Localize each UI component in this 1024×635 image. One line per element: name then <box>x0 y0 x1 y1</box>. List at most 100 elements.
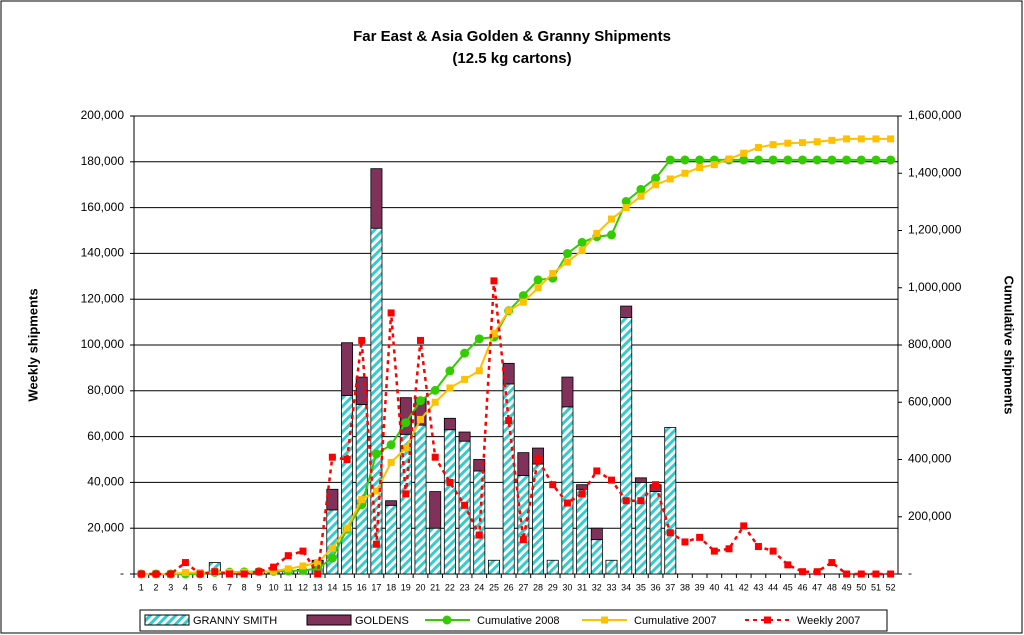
x-tick-label: 46 <box>797 582 807 592</box>
marker <box>828 136 836 144</box>
marker <box>696 164 704 172</box>
y2-tick-label: 1,000,000 <box>908 280 962 294</box>
marker <box>460 348 470 358</box>
marker <box>563 499 571 507</box>
bar <box>561 406 574 575</box>
bar <box>429 527 442 575</box>
marker <box>563 258 571 266</box>
marker <box>813 138 821 146</box>
y-axis-title: Weekly shipments <box>25 288 40 401</box>
marker <box>769 547 777 555</box>
marker <box>328 544 336 552</box>
marker <box>652 481 660 489</box>
marker <box>181 569 189 577</box>
x-tick-label: 29 <box>548 582 558 592</box>
legend-label: GRANNY SMITH <box>193 615 277 627</box>
marker <box>754 543 762 551</box>
marker <box>637 192 645 200</box>
bar <box>502 383 515 575</box>
marker <box>255 568 263 576</box>
y2-tick-label: 1,200,000 <box>908 223 962 237</box>
marker <box>578 490 586 498</box>
y-tick-label: 100,000 <box>81 337 125 351</box>
line <box>141 137 891 575</box>
x-tick-label: 20 <box>415 582 425 592</box>
x-tick-label: 7 <box>227 582 232 592</box>
x-tick-label: 22 <box>445 582 455 592</box>
marker <box>680 155 690 165</box>
marker <box>328 453 336 461</box>
marker <box>696 533 704 541</box>
x-tick-label: 50 <box>856 582 866 592</box>
y-tick-label: 60,000 <box>87 429 124 443</box>
bar <box>326 488 339 511</box>
x-tick-label: 47 <box>812 582 822 592</box>
bar <box>605 559 618 575</box>
marker <box>827 155 837 165</box>
marker <box>593 467 601 475</box>
marker <box>608 215 615 223</box>
x-tick-label: 17 <box>371 582 381 592</box>
y2-tick-label: 600,000 <box>908 394 952 408</box>
marker <box>549 269 557 277</box>
y2-tick-label: - <box>908 566 912 580</box>
legend-label: GOLDENS <box>355 615 409 627</box>
x-tick-label: 51 <box>871 582 881 592</box>
legend-label: Cumulative 2008 <box>477 615 560 627</box>
marker <box>211 568 219 576</box>
marker <box>358 496 366 504</box>
marker <box>887 135 895 143</box>
y-tick-label: - <box>120 566 124 580</box>
x-tick-label: 13 <box>313 582 323 592</box>
marker <box>769 141 777 149</box>
x-tick-label: 21 <box>430 582 440 592</box>
marker <box>666 175 674 183</box>
y2-tick-label: 400,000 <box>908 452 952 466</box>
marker <box>299 547 307 555</box>
y-tick-label: 180,000 <box>81 154 125 168</box>
marker <box>358 336 366 344</box>
marker <box>505 417 513 425</box>
bar <box>341 394 354 575</box>
marker <box>461 501 469 509</box>
marker <box>226 570 233 578</box>
marker <box>652 181 660 189</box>
marker <box>474 334 484 344</box>
y2-tick-label: 200,000 <box>908 509 952 523</box>
x-tick-label: 30 <box>562 582 572 592</box>
marker <box>710 161 718 169</box>
bar <box>576 484 589 490</box>
x-tick-label: 15 <box>342 582 352 592</box>
marker <box>534 456 542 463</box>
marker <box>622 204 630 212</box>
marker <box>240 570 248 578</box>
marker <box>577 237 587 247</box>
bar <box>443 429 456 575</box>
marker <box>666 529 674 537</box>
marker <box>519 298 527 306</box>
x-tick-label: 8 <box>242 582 247 592</box>
x-tick-label: 44 <box>768 582 778 592</box>
marker <box>534 284 542 292</box>
bar <box>443 417 456 431</box>
marker <box>857 135 865 143</box>
x-tick-label: 3 <box>168 582 173 592</box>
y-tick-label: 140,000 <box>81 246 125 260</box>
x-tick-label: 37 <box>665 582 675 592</box>
bar <box>561 376 574 408</box>
marker <box>842 155 852 165</box>
bar <box>414 424 427 575</box>
legend-marker <box>442 615 452 625</box>
x-tick-label: 9 <box>256 582 261 592</box>
marker <box>343 524 351 532</box>
y2-axis-title: Cumulative shipments <box>1002 276 1017 415</box>
bar <box>341 342 354 396</box>
marker <box>872 570 880 578</box>
legend-label: Cumulative 2007 <box>634 615 717 627</box>
bar <box>370 227 383 575</box>
x-tick-label: 25 <box>489 582 499 592</box>
legend-marker <box>601 616 608 624</box>
marker <box>401 418 411 428</box>
marker <box>549 481 557 489</box>
